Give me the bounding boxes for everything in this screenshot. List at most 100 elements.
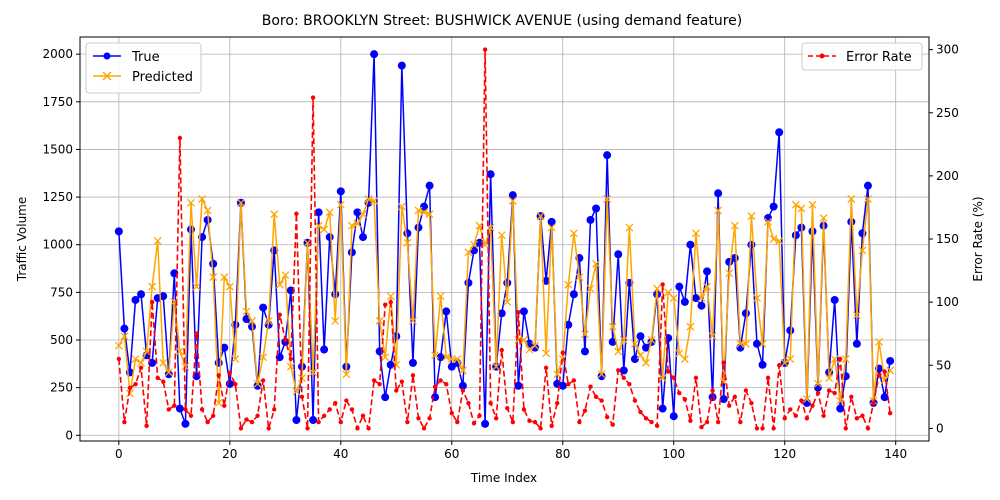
true-point (159, 292, 168, 301)
predicted-point (653, 284, 662, 293)
predicted-point (248, 316, 256, 325)
true-point (691, 294, 700, 303)
error-rate-point (649, 419, 654, 425)
error-rate-point (599, 398, 604, 403)
legend-right-box (801, 42, 923, 71)
true-point (309, 416, 318, 425)
predicted-point (137, 358, 145, 367)
true-point (569, 290, 578, 299)
error-rate-point (654, 423, 660, 429)
predicted-point (192, 282, 201, 291)
error-rate-point (272, 407, 277, 412)
error-rate-point (760, 426, 765, 431)
error-rate-point (421, 426, 427, 431)
error-rate-point (249, 419, 255, 425)
error-rate-point (299, 394, 305, 400)
error-rate-point (238, 426, 244, 431)
error-rate-point (832, 390, 837, 396)
predicted-point (397, 202, 406, 211)
error-rate-point (166, 407, 171, 412)
predicted-point (220, 273, 229, 282)
true-point (503, 278, 512, 287)
true-point (114, 227, 123, 236)
true-point (458, 381, 467, 390)
predicted-point (114, 341, 123, 350)
error-rate-point (432, 384, 438, 389)
predicted-point (120, 332, 129, 341)
error-rate-point (455, 419, 460, 425)
y-tick-label: 500 (50, 333, 73, 347)
y2-tick-label: 200 (936, 169, 959, 183)
error-rate-point (460, 388, 466, 393)
predicted-point (508, 196, 517, 205)
error-rate-point (604, 414, 610, 420)
predicted-point (836, 397, 845, 405)
predicted-point (325, 208, 334, 217)
true-point (675, 282, 684, 291)
predicted-point (747, 212, 756, 221)
error-rate-point (277, 312, 282, 317)
error-rate-point (671, 375, 676, 381)
error-rate-point (371, 378, 377, 383)
predicted-point (347, 221, 356, 230)
predicted-point (408, 316, 417, 325)
error-rate-point (627, 381, 632, 387)
predicted-point (730, 221, 739, 230)
error-rate-point (549, 423, 554, 429)
true-point (703, 267, 712, 276)
error-rate-point (233, 381, 238, 387)
predicted-point (214, 398, 223, 407)
error-rate-point (815, 390, 821, 396)
chart-title: Boro: BROOKLYN Street: BUSHWICK AVENUE (… (262, 13, 742, 29)
error-rate-point (665, 369, 671, 374)
plot-frame (79, 36, 930, 442)
error-rate-point (194, 331, 199, 336)
predicted-point (725, 269, 734, 278)
true-point (353, 208, 362, 217)
error-rate-point (161, 379, 166, 384)
error-rate-point (876, 373, 882, 378)
error-rate-point (499, 347, 504, 353)
predicted-point (364, 195, 373, 203)
predicted-point (658, 374, 667, 383)
error-rate-point (183, 407, 188, 412)
true-point (764, 214, 773, 223)
true-point (486, 170, 495, 179)
predicted-point (403, 238, 412, 247)
true-point (403, 229, 412, 238)
error-rate-point (138, 365, 144, 370)
error-rate-point (543, 365, 549, 370)
error-rate-point (316, 419, 321, 425)
predicted-point (336, 200, 345, 209)
y2-tick-label: 100 (936, 295, 959, 309)
error-rate-point (210, 413, 216, 418)
y-tick-label: 1000 (42, 238, 73, 252)
predicted-point (420, 208, 428, 217)
predicted-point (780, 358, 789, 367)
true-point (497, 309, 506, 318)
x-tick-label: 100 (662, 447, 685, 461)
error-rate-point (810, 403, 815, 408)
predicted-point (331, 316, 340, 325)
error-rate-point (410, 373, 416, 378)
y2-tick-label: 150 (936, 232, 959, 246)
y-tick-label: 250 (50, 381, 73, 395)
error-rate-point (710, 388, 715, 393)
true-point (669, 412, 678, 421)
true-point (436, 353, 445, 362)
error-rate-point (643, 416, 649, 421)
predicted-point (536, 212, 545, 221)
true-point (164, 370, 173, 379)
error-rate-point (122, 419, 127, 425)
predicted-point (647, 336, 656, 344)
true-point (420, 202, 429, 211)
true-point (886, 356, 895, 365)
error-rate-point (793, 413, 799, 418)
predicted-point (225, 282, 234, 291)
true-point (359, 233, 367, 242)
error-rate-point (349, 407, 355, 412)
predicted-point (148, 282, 157, 291)
error-rate-point (216, 373, 221, 378)
predicted-point (242, 307, 251, 316)
